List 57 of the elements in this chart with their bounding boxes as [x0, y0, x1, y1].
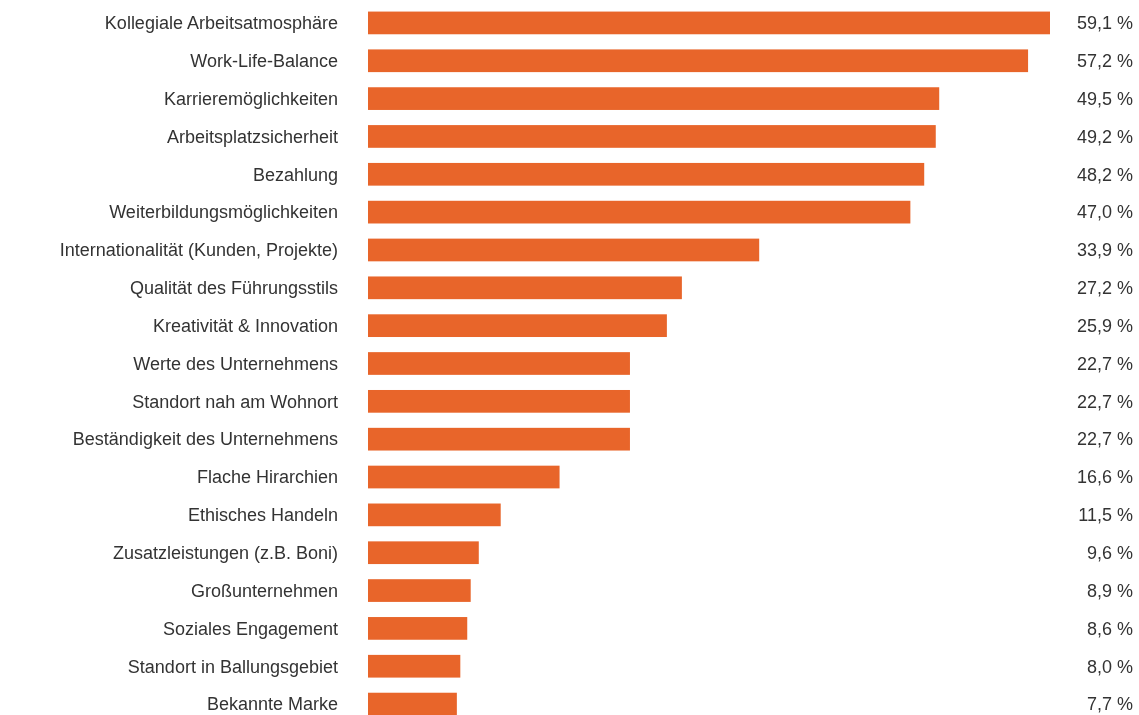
data-label: 9,6 % — [1086, 543, 1133, 564]
data-label: 33,9 % — [1076, 240, 1133, 261]
bar — [368, 87, 940, 110]
bar — [368, 276, 682, 300]
data-label: 8,0 % — [1086, 656, 1133, 677]
bar — [368, 11, 1050, 35]
data-label: 49,5 % — [1076, 88, 1133, 109]
bar — [368, 465, 560, 489]
y-tick-label: Beständigkeit des Unternehmens — [72, 429, 338, 450]
data-label: 11,5 % — [1078, 505, 1133, 526]
y-tick-label: Weiterbildungsmöglichkeiten — [109, 202, 338, 223]
bar — [368, 200, 911, 224]
y-tick-label: Arbeitsplatzsicherheit — [166, 126, 338, 147]
y-tick-label: Kollegiale Arbeitsatmosphäre — [104, 13, 338, 34]
bar — [368, 162, 925, 186]
bar — [368, 579, 471, 602]
bar — [368, 352, 630, 375]
data-label: 8,6 % — [1086, 618, 1133, 639]
y-tick-label: Flache Hirarchien — [196, 467, 338, 488]
data-label: 57,2 % — [1076, 51, 1133, 72]
data-label: 27,2 % — [1076, 278, 1133, 299]
y-tick-label: Bekannte Marke — [206, 694, 338, 715]
data-label: 22,7 % — [1076, 353, 1133, 374]
bar — [368, 389, 630, 413]
data-label: 8,9 % — [1086, 580, 1133, 601]
y-tick-label: Zusatzleistungen (z.B. Boni) — [112, 543, 338, 564]
bar — [368, 49, 1029, 73]
data-label: 22,7 % — [1076, 429, 1133, 450]
bar — [368, 503, 501, 527]
y-tick-label: Werte des Unternehmens — [133, 353, 338, 374]
data-label: 59,1 % — [1076, 13, 1133, 34]
bar — [368, 541, 479, 565]
bar — [368, 692, 457, 715]
y-tick-label: Karrieremöglichkeiten — [163, 88, 338, 109]
bar — [368, 314, 667, 338]
y-tick-label: Work-Life-Balance — [190, 51, 338, 72]
data-label: 22,7 % — [1076, 391, 1133, 412]
data-label: 47,0 % — [1076, 202, 1133, 223]
y-tick-label: Ethisches Handeln — [187, 505, 338, 526]
y-tick-label: Qualität des Führungsstils — [129, 278, 338, 299]
y-tick-label: Bezahlung — [252, 164, 338, 185]
bar — [368, 427, 630, 451]
y-tick-label: Standort in Ballungsgebiet — [127, 656, 338, 677]
bar — [368, 238, 760, 262]
data-label: 25,9 % — [1076, 315, 1133, 336]
y-tick-label: Kreativität & Innovation — [152, 315, 338, 336]
y-tick-label: Standort nah am Wohnort — [132, 391, 338, 412]
bar — [368, 654, 461, 678]
data-label: 48,2 % — [1076, 164, 1133, 185]
bar — [368, 617, 468, 640]
y-tick-label: Großunternehmen — [190, 580, 338, 601]
data-label: 16,6 % — [1076, 467, 1133, 488]
data-label: 49,2 % — [1076, 126, 1133, 147]
bar — [368, 125, 936, 148]
data-label: 7,7 % — [1086, 694, 1133, 715]
y-tick-label: Soziales Engagement — [162, 618, 338, 639]
y-tick-label: Internationalität (Kunden, Projekte) — [59, 240, 338, 261]
